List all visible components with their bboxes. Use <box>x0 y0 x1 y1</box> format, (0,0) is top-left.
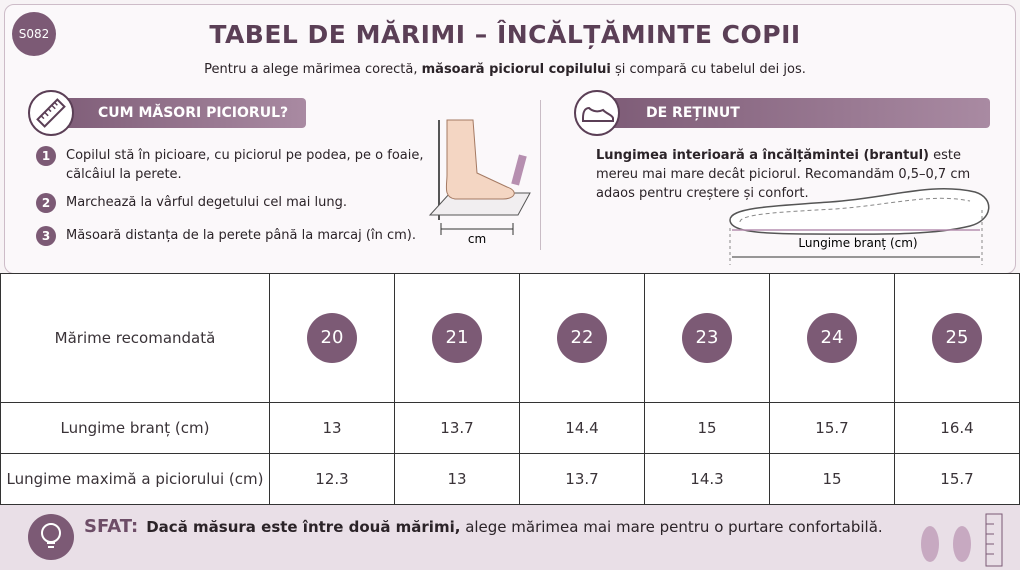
table-row: Lungime branț (cm) 13 13.7 14.4 15 15.7 16.4 <box>0 401 1020 454</box>
insole-figure: Lungime branț (cm) <box>729 188 990 265</box>
table-cell: 23 <box>644 273 770 403</box>
row-header: Mărime recomandată <box>0 273 270 403</box>
table-cell: 22 <box>519 273 645 403</box>
size-badge: 25 <box>932 312 982 363</box>
subtitle-bold: măsoară piciorul copilului <box>421 62 611 77</box>
figure-label: cm <box>468 232 486 246</box>
ruler-icon <box>28 90 74 136</box>
shoe-icon <box>574 90 620 136</box>
table-cell: 20 <box>269 273 395 403</box>
table-cell: 15 <box>769 452 895 506</box>
size-badge: 24 <box>807 312 857 363</box>
table-cell: 16.4 <box>894 401 1020 454</box>
tip: SFAT: Dacă măsura este între două mărimi,… <box>84 516 883 537</box>
subtitle-text: și compară cu tabelul dei jos. <box>610 62 806 77</box>
size-badge: 21 <box>432 312 482 363</box>
table-cell: 25 <box>894 273 1020 403</box>
table-cell: 14.3 <box>644 452 770 506</box>
table-cell: 13 <box>394 452 520 506</box>
step-text: Marchează la vârful degetului cel mai lu… <box>66 195 347 210</box>
title: TABEL DE MĂRIMI – ÎNCĂLȚĂMINTE COPII <box>209 20 801 49</box>
table-cell: 14.4 <box>519 401 645 454</box>
table-cell: 13.7 <box>519 452 645 506</box>
tip-text: alege mărimea mai mare pentru o purtare … <box>460 518 883 536</box>
note-bold: Lungimea interioară a încălțămintei (bra… <box>596 148 929 163</box>
row-header: Lungime branț (cm) <box>0 401 270 454</box>
step-text: Copilul stă în picioare, cu piciorul pe … <box>66 148 424 182</box>
table-cell: 15.7 <box>769 401 895 454</box>
step-number: 2 <box>36 193 56 213</box>
step-number: 3 <box>36 226 56 246</box>
step: 2 Marchează la vârful degetului cel mai l… <box>36 193 436 213</box>
shoe-svg <box>582 106 614 122</box>
table-cell: 15 <box>644 401 770 454</box>
table-cell: 15.7 <box>894 452 1020 506</box>
row-header: Lungime maximă a piciorului (cm) <box>0 452 270 506</box>
size-badge: 23 <box>682 312 732 363</box>
divider <box>540 100 541 250</box>
table-cell: 13.7 <box>394 401 520 454</box>
note-text: Lungimea interioară a încălțămintei (bra… <box>596 146 996 203</box>
section-title: DE REȚINUT <box>588 98 990 128</box>
feet-icon <box>921 513 1003 567</box>
subtitle-text: Pentru a alege mărimea corectă, <box>204 62 422 77</box>
table-row: Mărime recomandată 20 21 22 23 24 25 <box>0 273 1020 403</box>
table-cell: 13 <box>269 401 395 454</box>
table-row: Lungime maximă a piciorului (cm) 12.3 13 13… <box>0 452 1020 506</box>
bulb-icon <box>28 514 74 560</box>
note-body: este mereu mai mare decât piciorul. Reco… <box>596 148 971 201</box>
badge: S082 <box>12 12 56 56</box>
size-badge: 20 <box>307 312 357 363</box>
step: 3 Măsoară distanța de la perete până la m… <box>36 226 436 246</box>
figure-label: Lungime branț (cm) <box>798 236 917 250</box>
tip-bar <box>0 505 1020 570</box>
size-table: Mărime recomandată 20 21 22 23 24 25 Lungime br… <box>0 273 1020 506</box>
foot-figure: cm <box>428 119 531 246</box>
table-cell: 12.3 <box>269 452 395 506</box>
table-cell: 21 <box>394 273 520 403</box>
step: 1 Copilul stă în picioare, cu piciorul pe… <box>36 146 436 184</box>
subtitle: Pentru a alege mărimea corectă, măsoară … <box>0 62 1010 77</box>
section-title: CUM MĂSORI PICIORUL? <box>40 98 306 128</box>
tip-label: SFAT: <box>84 516 139 537</box>
ruler-svg <box>36 98 66 128</box>
step-number: 1 <box>36 146 56 166</box>
size-badge: 22 <box>557 312 607 363</box>
table-cell: 24 <box>769 273 895 403</box>
step-text: Măsoară distanța de la perete până la ma… <box>66 228 416 243</box>
table-body: Mărime recomandată 20 21 22 23 24 25 Lungime br… <box>0 273 1020 506</box>
tip-bold: Dacă măsura este între două mărimi, <box>146 518 461 536</box>
